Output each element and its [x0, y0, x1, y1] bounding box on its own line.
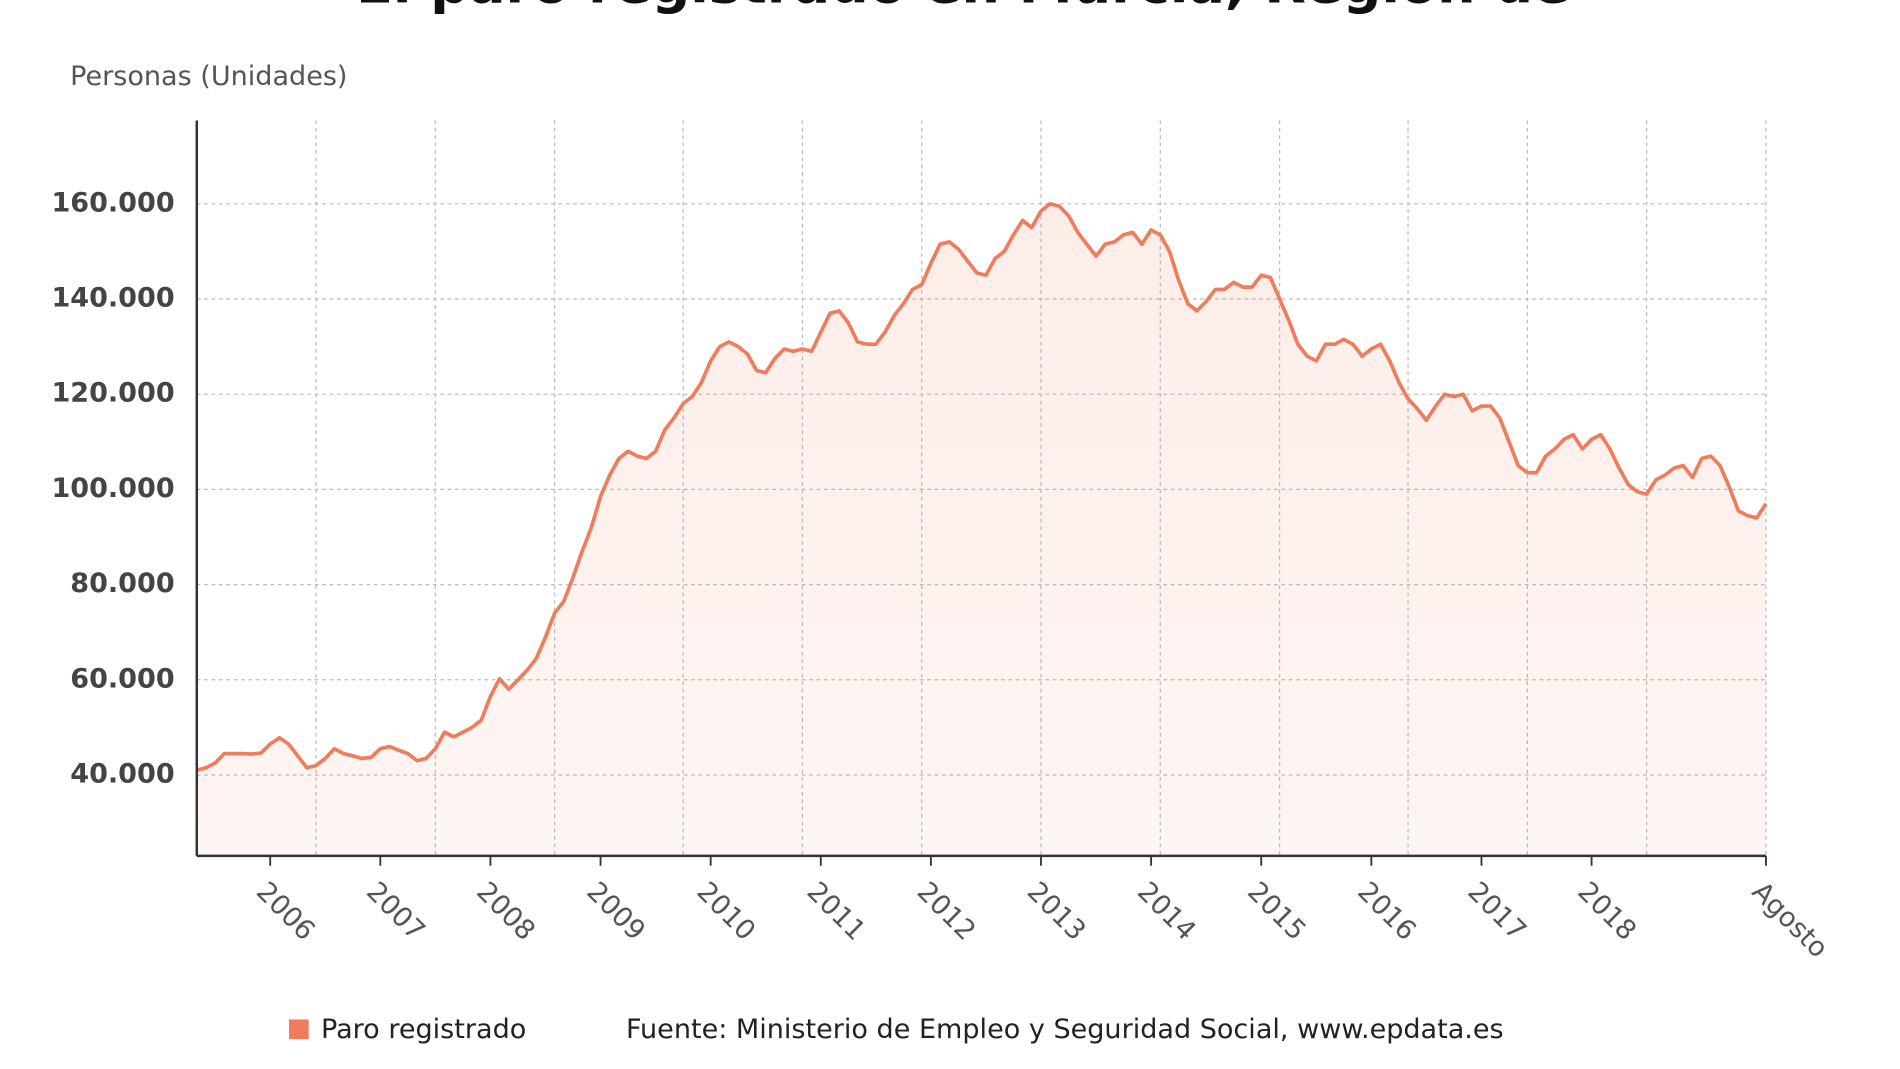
x-tick-label: 2011	[801, 876, 872, 947]
y-tick-label: 60.000	[70, 663, 174, 694]
y-tick-label: 80.000	[70, 568, 174, 599]
legend-label: Paro registrado	[321, 1014, 526, 1045]
x-tick-label: 2018	[1571, 876, 1642, 947]
x-tick-label: 2010	[691, 876, 762, 947]
x-tick-label: 2009	[580, 876, 651, 947]
y-tick-label: 160.000	[51, 187, 174, 218]
source: Fuente: Ministerio de Empleo y Seguridad…	[626, 1014, 1504, 1045]
x-tick-label: 2008	[470, 876, 541, 947]
legend-swatch	[289, 1019, 309, 1040]
x-tick-label: 2017	[1461, 876, 1532, 947]
x-tick-label: 2007	[360, 876, 431, 947]
x-tick-label: 2015	[1241, 876, 1312, 947]
y-axis-title: Personas (Unidades)	[70, 61, 347, 92]
y-tick-label: 40.000	[70, 758, 174, 789]
y-tick-label: 100.000	[51, 473, 174, 504]
line	[196, 201, 1768, 772]
x-tick-label: 2006	[250, 876, 321, 947]
x-tick-label: 2014	[1131, 876, 1202, 947]
y-tick-label: 120.000	[51, 378, 174, 409]
x-tick-label: Agosto	[1746, 876, 1834, 964]
plot: 40.000 60.000 80.000 100.000 120.000 140.000 1…	[51, 120, 1834, 964]
area	[196, 203, 1766, 856]
chart-title: El paro registrado en Murcia, Región de	[356, 0, 1570, 15]
y-tick-label: 140.000	[51, 283, 174, 314]
x-tick-label: 2012	[911, 876, 982, 947]
x-tick-label: 2016	[1351, 876, 1422, 947]
x-tick-label: 2013	[1021, 876, 1092, 947]
